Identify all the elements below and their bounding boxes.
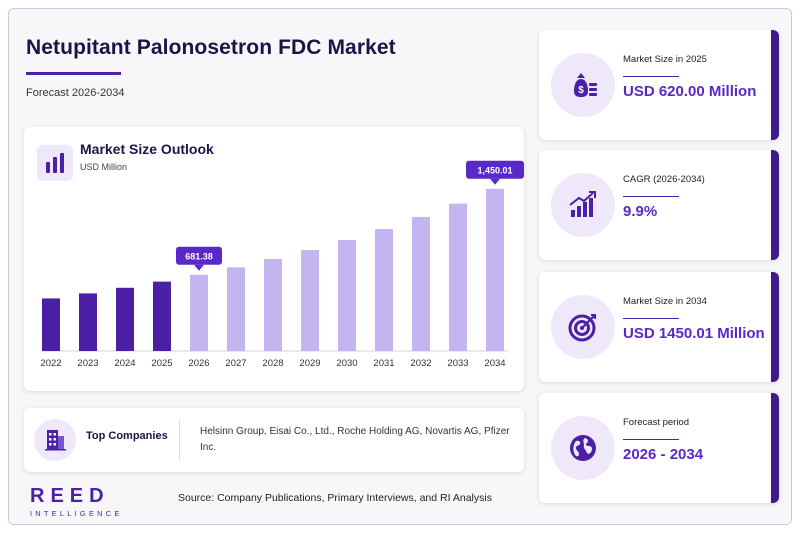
bar-2031 <box>375 229 393 351</box>
data-label: 1,450.01 <box>477 165 512 175</box>
x-tick-label: 2032 <box>410 358 431 369</box>
bar-2034 <box>486 188 504 351</box>
stat-card-market-size-2025: $ Market Size in 2025 USD 620.00 Million <box>539 30 779 140</box>
reed-intelligence-logo: REED INTELLIGENCE <box>30 485 123 518</box>
chart-unit-label: USD Million <box>80 162 128 172</box>
top-companies-list: Helsinn Group, Eisai Co., Ltd., Roche Ho… <box>200 426 510 453</box>
data-label-callout <box>466 160 524 179</box>
bar-2032 <box>412 216 430 351</box>
growth-chart-icon <box>551 173 615 237</box>
stat-divider <box>623 318 679 319</box>
x-tick-label: 2029 <box>299 358 320 369</box>
x-tick-label: 2022 <box>40 358 61 369</box>
stat-divider <box>623 76 679 77</box>
logo-wordmark: REED <box>30 485 110 507</box>
stat-card-forecast-period: Forecast period 2026 - 2034 <box>539 393 779 503</box>
bar-chart: 2022 2023 2024 2025 2026 2027 2028 2029 2030 2031… <box>40 160 524 369</box>
card-accent <box>771 30 779 140</box>
stat-value: USD 620.00 Million <box>623 83 757 100</box>
stat-label: Market Size in 2034 <box>623 296 707 307</box>
money-bag-icon: $ <box>551 53 615 117</box>
bar-chart-icon <box>37 145 73 181</box>
bar-2028 <box>264 259 282 351</box>
bar-2029 <box>301 249 319 351</box>
bar-2026 <box>190 274 208 351</box>
x-tick-label: 2034 <box>484 358 505 369</box>
card-accent <box>771 272 779 382</box>
stat-label: CAGR (2026-2034) <box>623 174 705 185</box>
card-accent <box>771 393 779 503</box>
bar-2027 <box>227 267 245 351</box>
bar-2033 <box>449 203 467 351</box>
bar-2023 <box>79 293 97 351</box>
stat-value: USD 1450.01 Million <box>623 325 765 342</box>
logo-tagline: INTELLIGENCE <box>30 509 123 518</box>
bar-2025 <box>153 281 171 351</box>
bar-2030 <box>338 240 356 351</box>
bar-2022 <box>42 298 60 351</box>
target-icon <box>551 295 615 359</box>
x-tick-label: 2023 <box>77 358 98 369</box>
data-label-callout <box>176 246 222 265</box>
x-tick-label: 2025 <box>151 358 172 369</box>
building-icon <box>34 419 76 461</box>
page-subtitle: Forecast 2026-2034 <box>26 87 125 99</box>
callout-pointer <box>194 264 204 271</box>
top-companies-card: Top Companies Helsinn Group, Eisai Co., … <box>24 408 524 472</box>
bar-2024 <box>116 287 134 351</box>
title-underline <box>26 72 121 75</box>
data-label: 681.38 <box>185 251 213 261</box>
card-accent <box>771 150 779 260</box>
x-tick-label: 2026 <box>188 358 209 369</box>
page-title: Netupitant Palonosetron FDC Market <box>26 36 396 59</box>
stat-card-market-size-2034: Market Size in 2034 USD 1450.01 Million <box>539 272 779 382</box>
stat-value: 2026 - 2034 <box>623 446 704 463</box>
x-tick-label: 2028 <box>262 358 283 369</box>
stat-divider <box>623 439 679 440</box>
stat-label: Market Size in 2025 <box>623 54 707 65</box>
x-tick-label: 2031 <box>373 358 394 369</box>
top-companies-label: Top Companies <box>86 430 168 442</box>
x-tick-label: 2030 <box>336 358 357 369</box>
market-size-chart-card: Market Size Outlook USD Million 2022 2023… <box>24 127 524 391</box>
stat-value: 9.9% <box>623 203 658 220</box>
x-tick-label: 2027 <box>225 358 246 369</box>
x-tick-label: 2024 <box>114 358 135 369</box>
source-note: Source: Company Publications, Primary In… <box>178 492 492 504</box>
stat-label: Forecast period <box>623 417 690 428</box>
callout-pointer <box>490 178 500 185</box>
x-tick-label: 2033 <box>447 358 468 369</box>
svg-text:$: $ <box>578 85 584 96</box>
divider <box>179 420 180 460</box>
stat-divider <box>623 196 679 197</box>
stat-card-cagr: CAGR (2026-2034) 9.9% <box>539 150 779 260</box>
globe-icon <box>551 416 615 480</box>
chart-title: Market Size Outlook <box>80 141 214 157</box>
